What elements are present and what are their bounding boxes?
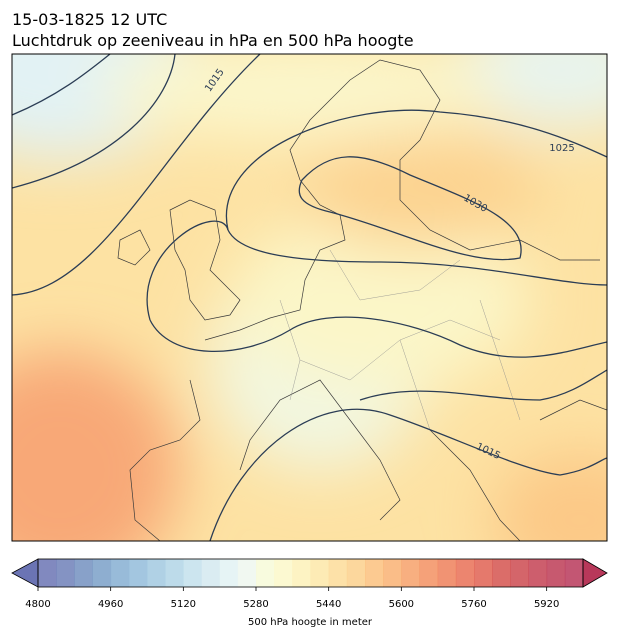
colorbar-segment — [56, 559, 75, 587]
colorbar-segment — [165, 559, 184, 587]
colorbar-tick-label: 4800 — [25, 599, 50, 610]
colorbar-tick-label: 5920 — [534, 599, 559, 610]
colorbar-segment — [564, 559, 584, 587]
colorbar-label: 500 hPa hoogte in meter — [248, 617, 373, 628]
isobar — [209, 408, 607, 541]
contour-label: 1025 — [549, 143, 574, 154]
colorbar-segment — [128, 559, 148, 587]
colorbar: 4800 4960 5120 5280 5440 5600 5760 5920 — [11, 558, 608, 610]
shading — [12, 54, 607, 541]
colorbar-segment — [310, 559, 330, 587]
colorbar-segment — [437, 559, 457, 587]
colorbar-segment — [419, 559, 439, 587]
colorbar-segment — [292, 559, 311, 587]
colorbar-segment — [237, 559, 257, 587]
colorbar-segment — [492, 559, 511, 587]
isobar — [12, 54, 176, 189]
isobar — [225, 109, 607, 231]
colorbar-tick-label: 5760 — [461, 599, 486, 610]
colorbar-tick-label: 5120 — [171, 599, 196, 610]
colorbar-extend-low — [11, 558, 39, 588]
colorbar-segment — [365, 559, 384, 587]
colorbar-segment — [183, 559, 202, 587]
colorbar-tick-label: 5440 — [316, 599, 341, 610]
map: 1015 1025 1030 1015 — [12, 54, 607, 541]
map-frame — [11, 53, 608, 542]
colorbar-segment — [147, 559, 166, 587]
isobar — [149, 316, 607, 358]
colorbar-extend-high — [582, 558, 608, 588]
colorbar-segment — [274, 559, 293, 587]
isobar — [359, 369, 607, 401]
isobar — [146, 220, 229, 321]
colorbar-tick-label: 4960 — [98, 599, 123, 610]
colorbar-segment — [546, 559, 566, 587]
colorbar-segment — [201, 559, 221, 587]
colorbar-segment — [528, 559, 548, 587]
colorbar-segment — [401, 559, 420, 587]
colorbar-tick-label: 5600 — [389, 599, 414, 610]
colorbar-segment — [74, 559, 93, 587]
isobar — [298, 156, 522, 261]
borders — [279, 249, 521, 431]
colorbar-segment — [92, 559, 112, 587]
colorbar-segment — [455, 559, 475, 587]
colorbar-segment — [346, 559, 366, 587]
colorbar-segment — [510, 559, 529, 587]
coastline — [117, 59, 607, 541]
colorbar-segment — [219, 559, 239, 587]
colorbar-frame — [37, 558, 584, 588]
isobar — [12, 54, 261, 296]
colorbar-segment — [38, 559, 57, 587]
isobar — [12, 54, 111, 116]
colorbar-tick-label: 5280 — [243, 599, 268, 610]
subtitle: Luchtdruk op zeeniveau in hPa en 500 hPa… — [12, 31, 414, 50]
colorbar-segment — [328, 559, 348, 587]
colorbar-segment — [110, 559, 130, 587]
colorbar-segment — [474, 559, 493, 587]
title: 15-03-1825 12 UTC — [12, 10, 167, 29]
isobar — [227, 229, 607, 286]
colorbar-segment — [383, 559, 402, 587]
colorbar-segment — [256, 559, 275, 587]
